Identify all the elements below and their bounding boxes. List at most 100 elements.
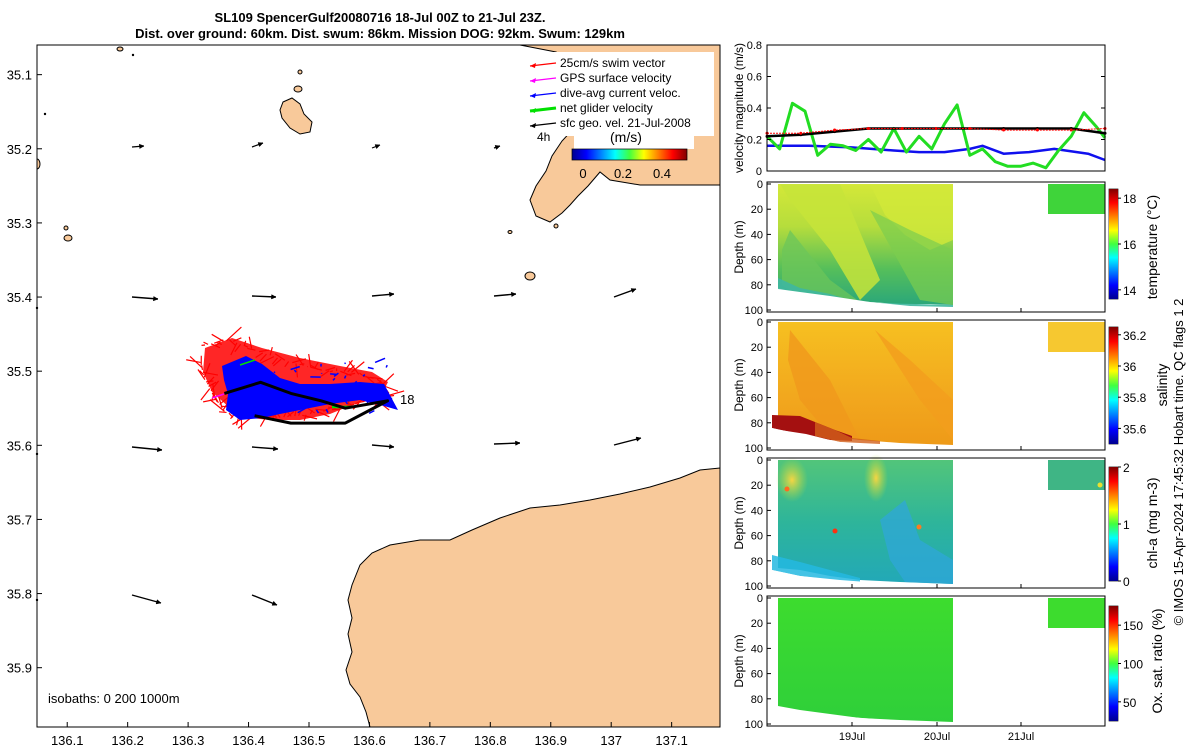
salinity-cbar-label: salinity — [1154, 364, 1170, 407]
depth-tick-label: 0 — [757, 593, 763, 605]
colorbar-tick-label: 16 — [1123, 238, 1137, 252]
sfc-vector — [371, 444, 395, 450]
temperature-late-segment — [1048, 184, 1105, 214]
depth-tick-label: 100 — [745, 719, 763, 731]
legend-item: 25cm/s swim vector — [529, 56, 665, 70]
map-x-tick-label: 136.2 — [111, 733, 144, 748]
salinity-late-segment — [1048, 322, 1105, 352]
map-x-tick-label: 136.5 — [293, 733, 326, 748]
colorbar-tick: 0.2 — [614, 166, 632, 181]
swim-vector — [219, 411, 227, 414]
depth-tick-label: 80 — [751, 694, 763, 706]
chlorophyll-colorbar — [1109, 467, 1118, 581]
current-vector — [362, 374, 366, 377]
map-y-tick-label: 35.5 — [7, 364, 32, 379]
swim-vector — [197, 369, 206, 381]
temperature-warm-band — [870, 184, 953, 250]
colorbar-tick-label: 1 — [1123, 518, 1130, 532]
depth-tick-label: 0 — [757, 455, 763, 467]
track-end-label: 18 — [400, 392, 414, 407]
land-island-large — [279, 97, 313, 135]
gps-velocity-vector — [211, 393, 225, 399]
colorbar-tick-label: 35.6 — [1123, 422, 1147, 436]
depth-tick-label: 40 — [751, 367, 763, 379]
temperature-ylabel: Depth (m) — [732, 220, 746, 273]
current-vector — [332, 377, 336, 381]
map-y-tick-label: 35.8 — [7, 587, 32, 602]
sfc-vector — [613, 288, 637, 298]
swim-vector — [186, 359, 201, 364]
swim-vector — [389, 390, 405, 396]
map-x-tick-label: 136.1 — [51, 733, 84, 748]
map-y-tick-label: 35.1 — [7, 68, 32, 83]
map-x-tick-label: 137.1 — [655, 733, 688, 748]
temperature-cool-wedge — [782, 230, 860, 302]
velocity-point-red — [799, 131, 803, 135]
legend-arrowhead — [530, 78, 536, 83]
map-y-tick-label: 35.2 — [7, 142, 32, 157]
colorbar-tick-label: 50 — [1123, 696, 1137, 710]
current-vector — [242, 389, 251, 393]
swim-vector — [383, 385, 399, 392]
colorbar-tick-label: 35.8 — [1123, 391, 1147, 405]
salinity-colorbar — [1109, 327, 1118, 444]
salinity-seafloor — [772, 428, 953, 450]
sfc-vector-small — [371, 144, 381, 150]
depth-tick-label: 100 — [745, 581, 763, 593]
chlorophyll-late-segment — [1048, 460, 1105, 490]
legend-item: sfc geo. vel. 21-Jul-2008 — [529, 116, 691, 130]
legend-box — [524, 52, 714, 136]
sfc-vector — [371, 291, 395, 297]
time-tick-label: 21Jul — [1008, 731, 1034, 743]
legend-arrowhead — [530, 108, 536, 113]
hour-label: 4h — [537, 130, 550, 144]
current-vector — [245, 372, 249, 377]
oxygen-colorbar — [1109, 606, 1118, 721]
velocity-panel: 0 0.2 0.4 0.6 0.8 velocity magnitude (m/s) — [732, 40, 1107, 178]
vector-map: 136.1 136.2 136.3 136.4 136.5 136.6 136.7 136.8… — [7, 44, 721, 748]
velocity-point-red — [1069, 128, 1073, 132]
net-velocity-vector — [239, 359, 256, 366]
glider-track-line — [223, 380, 390, 425]
map-x-tick-label: 136.8 — [474, 733, 507, 748]
land-islet — [524, 271, 536, 281]
velocity-point-red — [1035, 128, 1039, 132]
colorbar-tick: 0 — [579, 166, 586, 181]
sfc-vector-dot — [43, 112, 47, 116]
chlorophyll-ylabel: Depth (m) — [732, 496, 746, 549]
depth-tick-label: 20 — [751, 480, 763, 492]
current-vector — [297, 407, 307, 414]
oxygen-ylabel: Depth (m) — [732, 634, 746, 687]
glider-track — [186, 326, 405, 430]
velocity-point-red — [1002, 128, 1006, 132]
oxygen-frame — [766, 595, 1106, 727]
chlorophyll-spike — [784, 486, 790, 492]
velocity-point-red — [833, 128, 837, 132]
legend-label: dive-avg current veloc. — [560, 86, 681, 100]
oxygen-section: 0 20 40 60 80 100 19Jul 20Jul 21Jul 50 100 150 Dept… — [732, 593, 1165, 743]
land-islet — [37, 158, 41, 170]
oxygen-axes: 0 20 40 60 80 100 19Jul 20Jul 21Jul 50 100 150 — [745, 593, 1144, 743]
depth-tick-label: 80 — [751, 280, 763, 292]
map-y-tick-label: 35.7 — [7, 512, 32, 527]
chlorophyll-cbar-label: chl-a (mg m-3) — [1144, 477, 1160, 568]
sfc-vector — [131, 594, 162, 605]
velocity-y-tick-label: 0 — [756, 166, 762, 178]
temperature-section: 0 20 40 60 80 100 14 16 18 Depth (m) temperature… — [732, 179, 1160, 317]
current-vector — [343, 375, 347, 379]
temperature-cool-wedge — [870, 210, 953, 305]
depth-tick-label: 100 — [745, 443, 763, 455]
sfc-vector-dot — [495, 145, 499, 149]
sfc-vector — [613, 436, 642, 446]
current-vector — [315, 409, 320, 414]
swim-vector — [203, 341, 209, 345]
chlorophyll-spike — [832, 528, 838, 534]
legend-item: GPS surface velocity — [529, 71, 671, 85]
colorbar-tick-label: 36.2 — [1123, 329, 1147, 343]
depth-tick-label: 20 — [751, 342, 763, 354]
land-islet — [63, 225, 69, 231]
sfc-vector-small — [131, 143, 145, 149]
current-vector — [262, 385, 265, 389]
land-islet — [63, 234, 73, 242]
depth-tick-label: 60 — [751, 531, 763, 543]
